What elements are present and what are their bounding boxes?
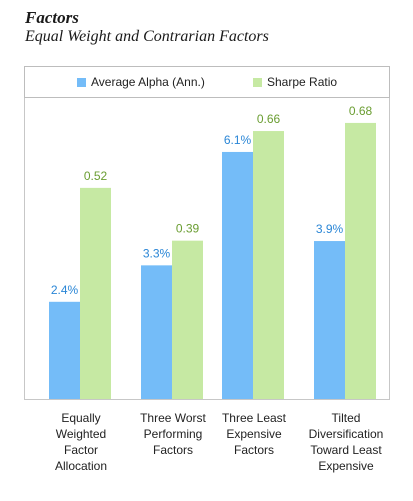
category-label-line: Toward Least xyxy=(310,443,382,457)
category-label-line: Expensive xyxy=(318,459,374,473)
chart-title: Factors xyxy=(25,8,79,27)
category-label-line: Factors xyxy=(152,443,193,457)
bar-alpha-0 xyxy=(49,301,80,399)
legend-label-alpha: Average Alpha (Ann.) xyxy=(91,75,205,89)
category-label-line: Equally xyxy=(61,411,101,425)
bar-sharpe-0 xyxy=(80,187,111,399)
data-label-sharpe-1: 0.39 xyxy=(176,222,200,236)
bar-alpha-2 xyxy=(222,151,253,399)
category-label-1: Three Worst Performing Factors xyxy=(127,410,219,458)
category-label-line: Performing xyxy=(143,427,203,441)
category-label-0: Equally Weighted Factor Allocation xyxy=(35,410,127,474)
data-label-sharpe-3: 0.68 xyxy=(349,104,373,118)
plot-area xyxy=(24,98,390,400)
data-label-sharpe-0: 0.52 xyxy=(84,169,108,183)
data-label-alpha-0: 2.4% xyxy=(51,283,79,297)
legend-item-sharpe: Sharpe Ratio xyxy=(253,75,337,89)
category-label-line: Expensive xyxy=(226,427,282,441)
bar-sharpe-2 xyxy=(253,131,284,400)
legend-label-sharpe: Sharpe Ratio xyxy=(267,75,338,89)
data-label-alpha-1: 3.3% xyxy=(143,246,171,260)
category-label-line: Three Worst xyxy=(140,411,206,425)
bar-sharpe-3 xyxy=(345,122,376,400)
category-label-line: Tilted xyxy=(331,411,361,425)
category-label-line: Diversification xyxy=(308,427,384,441)
category-label-3: Tilted Diversification Toward Least Expensi… xyxy=(300,410,392,474)
bar-alpha-1 xyxy=(141,265,172,399)
legend-item-alpha: Average Alpha (Ann.) xyxy=(77,75,205,89)
category-label-2: Three Least Expensive Factors xyxy=(208,410,300,458)
category-label-line: Three Least xyxy=(221,411,287,425)
chart-legend: Average Alpha (Ann.) Sharpe Ratio xyxy=(24,66,390,98)
data-label-alpha-3: 3.9% xyxy=(316,222,344,236)
legend-swatch-alpha xyxy=(77,77,86,87)
legend-swatch-sharpe xyxy=(253,77,262,87)
data-label-sharpe-2: 0.66 xyxy=(257,112,281,126)
chart-subtitle: Equal Weight and Contrarian Factors xyxy=(25,28,269,45)
category-label-line: Allocation xyxy=(54,459,108,473)
data-label-alpha-2: 6.1% xyxy=(224,133,252,147)
category-label-line: Weighted xyxy=(55,427,107,441)
category-label-line: Factors xyxy=(233,443,274,457)
bar-alpha-3 xyxy=(314,241,345,399)
bar-sharpe-1 xyxy=(172,240,203,399)
category-label-line: Factor xyxy=(63,443,98,457)
